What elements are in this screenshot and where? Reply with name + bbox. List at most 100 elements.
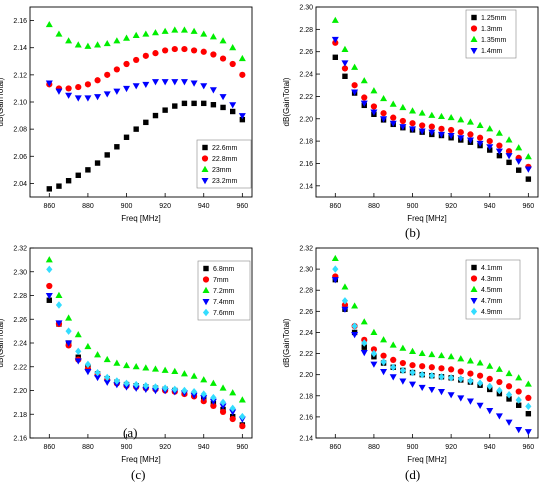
- data-point: [437, 351, 445, 359]
- legend: 4.1mm 4.3mm 4.5mm 4.7mm 4.9mm: [465, 259, 521, 320]
- data-point: [457, 395, 465, 402]
- data-point: [437, 112, 445, 120]
- data-point: [104, 152, 110, 158]
- data-point: [209, 398, 217, 405]
- series-4.7mm: [331, 277, 532, 436]
- y-tick-label: 2.12: [13, 72, 27, 79]
- data-point: [210, 393, 217, 402]
- data-point: [341, 65, 349, 72]
- data-point: [181, 45, 188, 53]
- data-point: [515, 144, 523, 151]
- data-point: [200, 48, 207, 55]
- data-point: [419, 370, 426, 379]
- data-point: [351, 89, 359, 96]
- data-point: [370, 87, 378, 94]
- data-point: [351, 332, 359, 339]
- x-tick-label: 960: [237, 444, 249, 451]
- data-point: [84, 342, 92, 350]
- data-point: [486, 125, 494, 132]
- data-point: [229, 415, 236, 423]
- legend-label: 4.9mm: [481, 309, 503, 316]
- data-point: [209, 33, 217, 40]
- data-point: [55, 301, 63, 309]
- legend-marker: [202, 308, 210, 317]
- data-point: [229, 60, 236, 68]
- data-point: [418, 384, 426, 392]
- y-tick-label: 2.16: [13, 436, 27, 443]
- data-point: [380, 358, 387, 366]
- data-point: [341, 306, 349, 313]
- data-point: [162, 107, 168, 113]
- data-point: [351, 322, 358, 330]
- x-tick-label: 920: [159, 203, 171, 210]
- data-point: [161, 366, 169, 373]
- data-point: [524, 153, 532, 160]
- data-point: [45, 293, 53, 300]
- series-7.2mm: [45, 256, 246, 403]
- data-point: [219, 94, 227, 101]
- x-tick-label: 940: [484, 203, 496, 210]
- data-point: [505, 153, 513, 160]
- legend-marker: [470, 35, 478, 42]
- data-point: [466, 137, 474, 144]
- data-point: [219, 403, 227, 410]
- data-point: [389, 100, 397, 107]
- series-1.35mm: [331, 16, 532, 160]
- data-point: [104, 373, 111, 382]
- data-point: [171, 367, 179, 374]
- data-point: [486, 362, 494, 369]
- data-point: [190, 372, 198, 379]
- data-point: [133, 380, 140, 389]
- data-point: [151, 79, 159, 86]
- data-point: [409, 368, 416, 377]
- data-point: [389, 120, 397, 127]
- chart-panel-b: 860 880 900 920 940 960 2.14 2.16 2.18 2.20 2.22 2.…: [282, 5, 539, 223]
- legend-label: 22.6mm: [212, 145, 237, 152]
- data-point: [84, 95, 92, 102]
- data-point: [390, 356, 397, 363]
- x-tick-label: 960: [237, 203, 249, 210]
- data-point: [84, 369, 92, 376]
- data-point: [45, 80, 53, 87]
- data-point: [133, 56, 140, 64]
- data-point: [171, 45, 178, 53]
- data-point: [94, 94, 102, 101]
- data-point: [142, 52, 149, 59]
- y-tick-label: 2.16: [299, 161, 313, 168]
- data-point: [380, 336, 388, 343]
- data-point: [428, 364, 435, 371]
- data-point: [466, 398, 474, 405]
- data-point: [428, 111, 436, 118]
- data-point: [341, 45, 349, 52]
- data-point: [496, 386, 503, 395]
- legend-label: 7.4mm: [213, 299, 235, 306]
- data-point: [181, 100, 188, 107]
- chart-panel-a: 860 880 900 920 940 960 2.04 2.06 2.08 2.10 2.12 2.…: [0, 6, 253, 223]
- data-point: [505, 136, 513, 143]
- legend-marker: [202, 276, 210, 283]
- data-point: [94, 77, 101, 84]
- data-point: [152, 50, 159, 57]
- data-point: [448, 126, 455, 134]
- data-point: [447, 133, 455, 140]
- data-point: [370, 109, 378, 116]
- y-tick-label: 2.24: [299, 72, 313, 79]
- data-point: [210, 51, 217, 58]
- data-point: [46, 265, 53, 274]
- data-point: [524, 380, 532, 387]
- data-point: [332, 54, 339, 60]
- x-tick-label: 880: [368, 444, 380, 451]
- data-point: [219, 398, 227, 407]
- x-tick-label: 940: [198, 444, 210, 451]
- data-point: [210, 402, 217, 410]
- data-point: [103, 91, 111, 98]
- data-point: [360, 350, 368, 357]
- data-point: [239, 423, 246, 430]
- data-point: [457, 129, 464, 136]
- data-point: [171, 79, 179, 86]
- legend-label: 4.3mm: [481, 276, 503, 283]
- data-point: [380, 94, 388, 102]
- data-point: [55, 30, 63, 37]
- data-point: [506, 396, 512, 402]
- data-point: [190, 27, 198, 34]
